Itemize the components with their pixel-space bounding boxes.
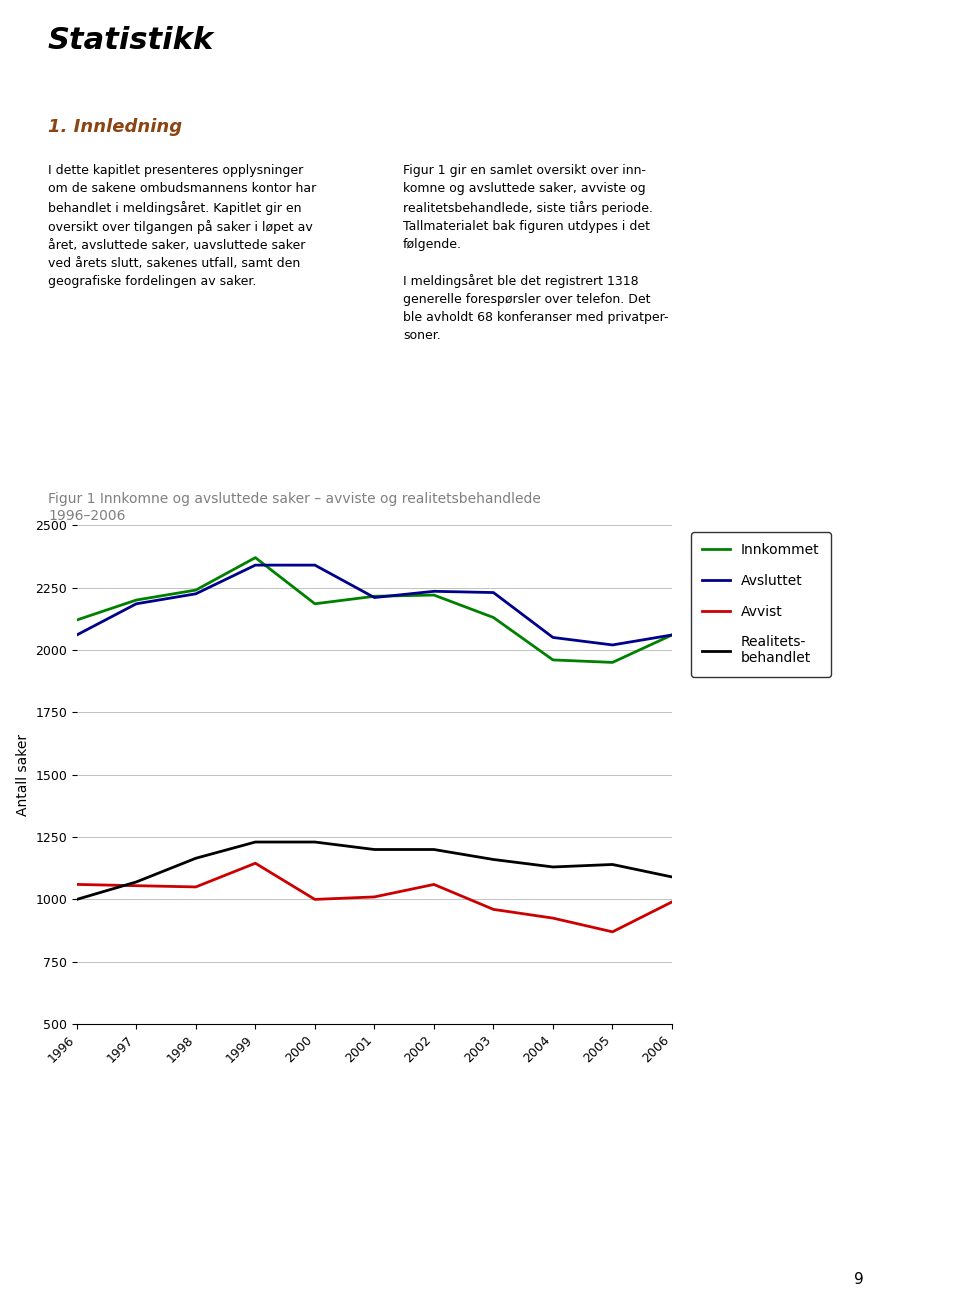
Avsluttet: [131, 596, 142, 612]
Avsluttet: [488, 584, 499, 600]
Avsluttet: [369, 590, 380, 605]
Avvist: [607, 924, 618, 940]
Innkommet: [547, 653, 559, 668]
Realitets-
behandlet: [607, 856, 618, 872]
Innkommet: [190, 582, 202, 597]
Avvist: [428, 877, 440, 893]
Line: Avsluttet: Avsluttet: [77, 565, 672, 645]
Realitets-
behandlet: [309, 834, 321, 850]
Avsluttet: [428, 583, 440, 599]
Realitets-
behandlet: [666, 869, 678, 885]
Text: Statistikk: Statistikk: [48, 26, 214, 55]
Text: 1. Innledning: 1. Innledning: [48, 118, 182, 137]
Avvist: [547, 910, 559, 926]
Avsluttet: [309, 557, 321, 572]
Avvist: [71, 877, 83, 893]
Realitets-
behandlet: [488, 852, 499, 868]
Innkommet: [250, 550, 261, 566]
Realitets-
behandlet: [547, 859, 559, 874]
Avsluttet: [547, 630, 559, 646]
Avvist: [190, 880, 202, 895]
Realitets-
behandlet: [428, 842, 440, 857]
Avvist: [369, 889, 380, 905]
Innkommet: [428, 587, 440, 603]
Avvist: [131, 878, 142, 894]
Realitets-
behandlet: [71, 892, 83, 907]
Innkommet: [488, 609, 499, 625]
Line: Innkommet: Innkommet: [77, 558, 672, 662]
Line: Avvist: Avvist: [77, 863, 672, 932]
Line: Realitets-
behandlet: Realitets- behandlet: [77, 842, 672, 899]
Avvist: [666, 894, 678, 910]
Avsluttet: [190, 586, 202, 601]
Innkommet: [309, 596, 321, 612]
Avvist: [488, 902, 499, 918]
Y-axis label: Antall saker: Antall saker: [15, 734, 30, 815]
Avsluttet: [250, 557, 261, 572]
Innkommet: [71, 612, 83, 628]
Realitets-
behandlet: [190, 851, 202, 867]
Avsluttet: [666, 628, 678, 643]
Text: 9: 9: [854, 1272, 864, 1287]
Avvist: [309, 892, 321, 907]
Innkommet: [666, 628, 678, 643]
Avsluttet: [607, 637, 618, 653]
Text: I dette kapitlet presenteres opplysninger
om de sakene ombudsmannens kontor har
: I dette kapitlet presenteres opplysninge…: [48, 164, 316, 288]
Innkommet: [607, 655, 618, 670]
Realitets-
behandlet: [131, 874, 142, 890]
Text: Figur 1 Innkomne og avsluttede saker – avviste og realitetsbehandlede
1996–2006: Figur 1 Innkomne og avsluttede saker – a…: [48, 492, 540, 523]
Innkommet: [369, 588, 380, 604]
Legend: Innkommet, Avsluttet, Avvist, Realitets-
behandlet: Innkommet, Avsluttet, Avvist, Realitets-…: [691, 532, 830, 676]
Realitets-
behandlet: [250, 834, 261, 850]
Avvist: [250, 855, 261, 871]
Avsluttet: [71, 628, 83, 643]
Innkommet: [131, 592, 142, 608]
Realitets-
behandlet: [369, 842, 380, 857]
Text: Figur 1 gir en samlet oversikt over inn-
komne og avsluttede saker, avviste og
r: Figur 1 gir en samlet oversikt over inn-…: [403, 164, 669, 341]
